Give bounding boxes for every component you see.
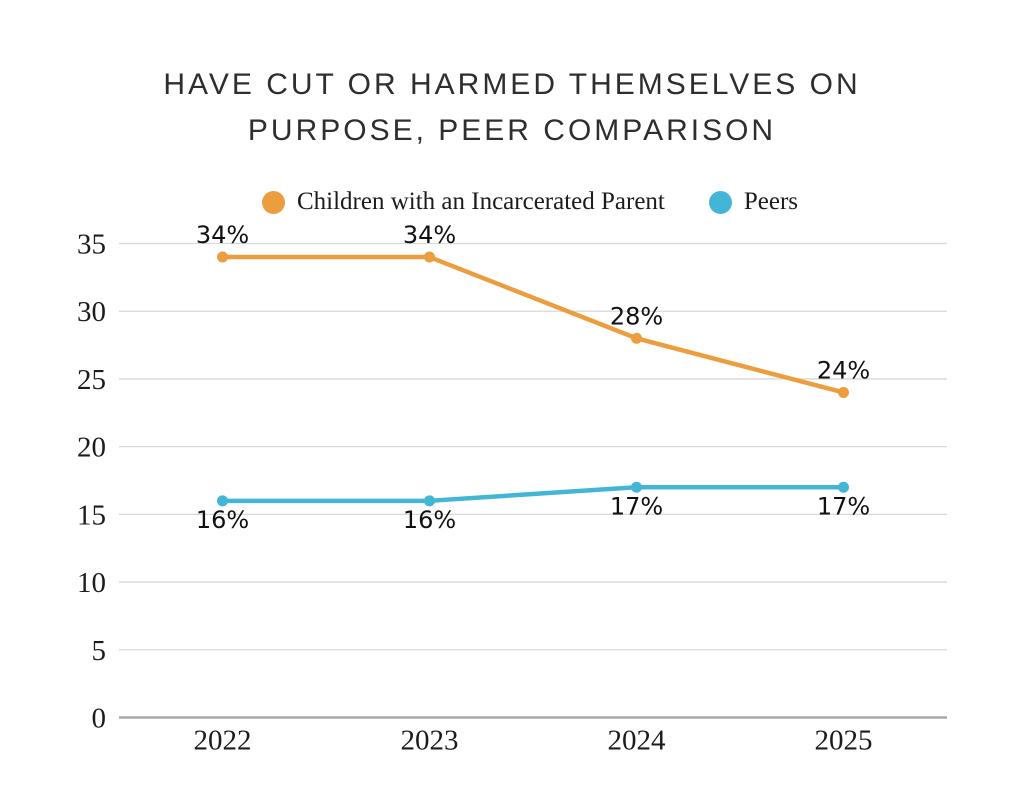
- legend-label: Peers: [743, 188, 799, 215]
- y-axis-tick-label: 10: [77, 567, 106, 599]
- legend-label: Children with an Incarcerated Parent: [296, 188, 665, 215]
- chart-title: Have cut or harmed themselves on purpose…: [163, 68, 861, 147]
- legend-item-peers: Peers: [708, 188, 799, 216]
- series-line: [220, 485, 846, 504]
- y-axis-tick-label: 25: [77, 364, 106, 396]
- x-axis-tick-label: 2025: [815, 725, 873, 757]
- x-axis-tick-label: 2024: [608, 725, 667, 757]
- data-point-marker: [838, 386, 849, 398]
- data-point-label: 17%: [610, 492, 663, 520]
- data-point-label: 16%: [403, 506, 456, 534]
- data-point-marker: [424, 495, 435, 507]
- x-axis-tick-label: 2023: [401, 725, 459, 757]
- y-axis-tick-label: 15: [77, 499, 106, 531]
- y-axis-tick-label: 0: [92, 703, 107, 735]
- y-axis-tick-label: 20: [77, 432, 106, 464]
- data-point-label: 34%: [196, 221, 249, 249]
- y-axis-tick-label: 30: [77, 296, 106, 328]
- data-point-marker: [631, 332, 642, 344]
- data-point-marker: [631, 481, 642, 493]
- legend-dot-blue-icon: [708, 190, 732, 214]
- x-axis-tick-label: 2022: [194, 725, 252, 757]
- data-point-label: 28%: [610, 302, 663, 330]
- series-line: [220, 254, 846, 395]
- data-point-marker: [217, 495, 228, 507]
- data-point-marker: [217, 251, 228, 263]
- y-axis-tick-label: 35: [77, 229, 106, 261]
- data-point-label: 34%: [403, 221, 456, 249]
- data-point-marker: [424, 251, 435, 263]
- legend: Children with an Incarcerated Parent Pee…: [0, 188, 1024, 216]
- y-axis-tick-label: 5: [92, 635, 107, 667]
- data-point-label: 24%: [817, 356, 870, 384]
- data-point-label: 16%: [196, 506, 249, 534]
- data-point-label: 17%: [817, 492, 870, 520]
- legend-item-incarcerated-parent: Children with an Incarcerated Parent: [261, 188, 665, 216]
- legend-dot-orange-icon: [261, 190, 285, 214]
- data-point-marker: [838, 481, 849, 493]
